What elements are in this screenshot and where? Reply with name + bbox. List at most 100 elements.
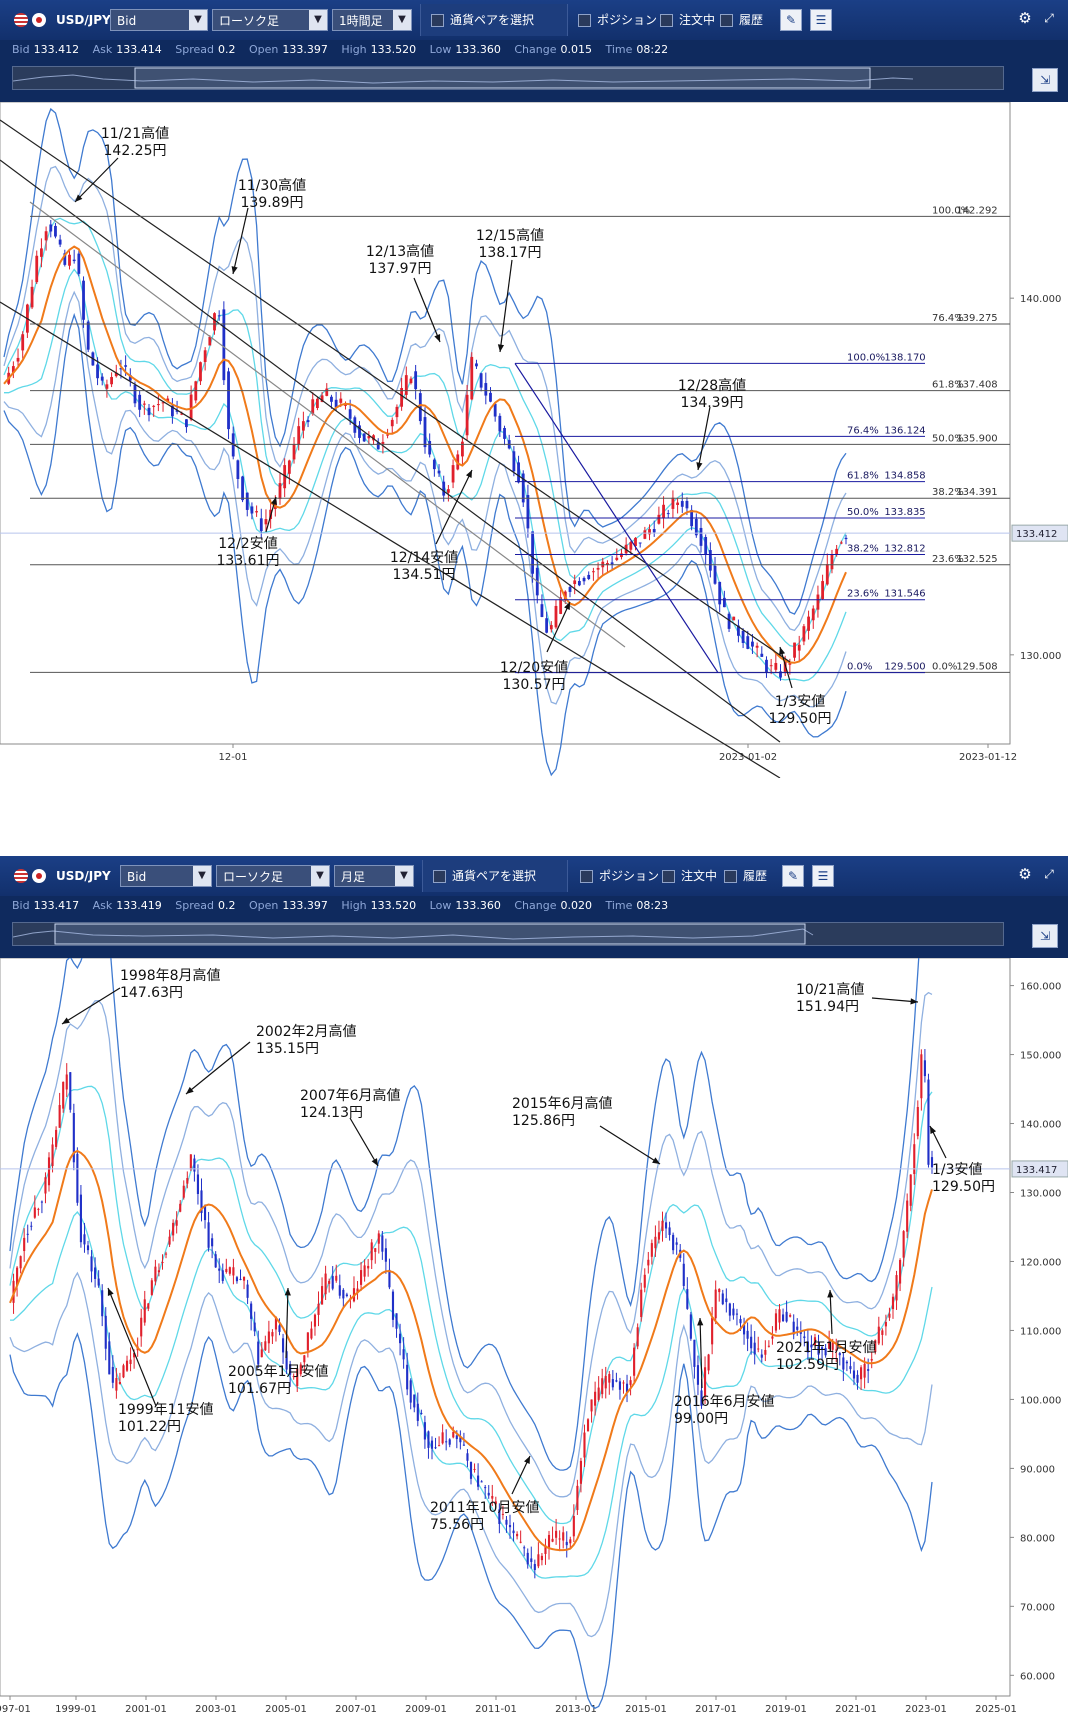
orders-checkbox[interactable]: [662, 870, 675, 883]
pair-select-button[interactable]: 通貨ペアを選択: [422, 860, 568, 892]
chart-edit-icon[interactable]: ✎: [780, 9, 802, 31]
time-tick-label: 2013-01: [555, 1704, 597, 1715]
pair-select-button[interactable]: 通貨ペアを選択: [420, 4, 568, 36]
history-checkbox[interactable]: [724, 870, 737, 883]
chart-type-select[interactable]: ローソク足 ▼: [216, 865, 330, 887]
annotation-arrowhead: [930, 1126, 937, 1134]
candle-body: [170, 405, 174, 417]
candle-body: [299, 1364, 302, 1375]
time-tick-label: 12-01: [218, 752, 247, 763]
timeframe-select[interactable]: 月足 ▼: [334, 865, 414, 887]
zoom-fit-icon[interactable]: ⇲: [1032, 924, 1058, 948]
price-type-select[interactable]: Bid ▼: [110, 9, 208, 31]
candle-body: [778, 1309, 781, 1323]
orders-toggle[interactable]: 注文中: [662, 865, 717, 887]
candle-body: [65, 1074, 68, 1090]
chart-type-select[interactable]: ローソク足 ▼: [212, 9, 328, 31]
pair-select-checkbox[interactable]: [433, 870, 446, 883]
candle-body: [708, 550, 712, 571]
candle-body: [930, 1157, 934, 1168]
candle-body: [615, 1380, 618, 1382]
candle-body: [477, 1475, 480, 1487]
zoom-fit-icon[interactable]: ⇲: [1032, 68, 1058, 92]
chart-edit-icon[interactable]: ✎: [782, 865, 804, 887]
position-toggle[interactable]: ポジション: [578, 9, 657, 31]
currency-pair-label[interactable]: USD/JPY: [56, 869, 111, 883]
candle-body: [193, 1158, 196, 1172]
currency-pair-label[interactable]: USD/JPY: [56, 13, 111, 27]
candle-body: [466, 1453, 469, 1461]
gear-icon[interactable]: ⚙: [1018, 9, 1032, 27]
price-type-value: Bid: [127, 870, 147, 884]
candle-body: [430, 1440, 434, 1449]
navigator-scrollbar[interactable]: [12, 922, 1004, 946]
candle-body: [491, 1495, 494, 1499]
candle-body: [306, 1332, 309, 1351]
candle-body: [122, 1365, 125, 1378]
candle-body: [526, 1552, 529, 1565]
low-value: 133.360: [455, 43, 501, 56]
candle-body: [338, 1285, 341, 1296]
jp-flag-icon: [32, 13, 46, 27]
annotation-title: 12/14安値: [390, 550, 458, 566]
fib-pct-label-a: 100.0%: [932, 205, 970, 216]
annotation-title: 12/13高値: [366, 243, 434, 260]
candle-body: [331, 1276, 334, 1289]
candle-body: [200, 1190, 203, 1214]
navigator-scrollbar[interactable]: [12, 66, 1004, 90]
candle-body: [591, 571, 595, 573]
position-toggle[interactable]: ポジション: [580, 865, 659, 887]
candle-body: [785, 1311, 788, 1322]
low-key: Low: [429, 899, 452, 912]
candle-body: [596, 567, 600, 570]
history-toggle[interactable]: 履歴: [720, 9, 763, 31]
annotation-price: 125.86円: [512, 1113, 575, 1129]
fib-pct-label-a: 50.0%: [932, 433, 964, 444]
candle-body: [562, 1532, 565, 1541]
position-label: ポジション: [597, 13, 658, 27]
position-checkbox[interactable]: [578, 14, 591, 27]
position-checkbox[interactable]: [580, 870, 593, 883]
candle-body: [189, 1154, 192, 1170]
expand-icon[interactable]: ⤢: [1044, 867, 1054, 881]
candle-body: [647, 1259, 650, 1266]
chart-list-icon[interactable]: ☰: [810, 9, 832, 31]
ask-key: Ask: [92, 899, 113, 912]
fib-diagonal-b: [514, 363, 719, 673]
candle-body: [384, 1248, 387, 1262]
fib-pct-label-a: 76.4%: [932, 313, 964, 324]
candle-body: [19, 1256, 22, 1269]
time-tick-label: 2019-01: [765, 1704, 807, 1715]
candle-body: [751, 641, 754, 647]
candle-body: [516, 1533, 519, 1537]
candle-body: [156, 404, 160, 406]
candle-body: [498, 1509, 501, 1524]
chart-list-icon[interactable]: ☰: [812, 865, 834, 887]
candle-body: [306, 420, 310, 423]
candle-body: [278, 483, 282, 500]
candle-body: [689, 1314, 692, 1339]
time-tick-label: 2023-01: [905, 1704, 947, 1715]
orders-checkbox[interactable]: [660, 14, 673, 27]
candle-body: [696, 1365, 700, 1385]
price-tick-label: 130.000: [1020, 1189, 1061, 1200]
price-type-select[interactable]: Bid ▼: [120, 865, 212, 887]
candle-body: [554, 605, 558, 628]
orders-toggle[interactable]: 注文中: [660, 9, 715, 31]
candle-body: [406, 1364, 409, 1390]
history-toggle[interactable]: 履歴: [724, 865, 767, 887]
candle-body: [739, 1318, 742, 1324]
expand-icon[interactable]: ⤢: [1044, 11, 1054, 25]
annotation-price: 139.89円: [241, 195, 304, 211]
candle-body: [448, 1439, 451, 1445]
candle-body: [264, 519, 268, 525]
history-checkbox[interactable]: [720, 14, 733, 27]
gear-icon[interactable]: ⚙: [1018, 865, 1032, 883]
candle-body: [521, 473, 525, 503]
timeframe-select[interactable]: 1時間足 ▼: [332, 9, 412, 31]
open-value: 133.397: [282, 899, 328, 912]
candle-body: [640, 1289, 643, 1318]
candle-body: [540, 604, 544, 617]
pair-select-checkbox[interactable]: [431, 14, 444, 27]
annotation-price: 147.63円: [120, 985, 183, 1001]
